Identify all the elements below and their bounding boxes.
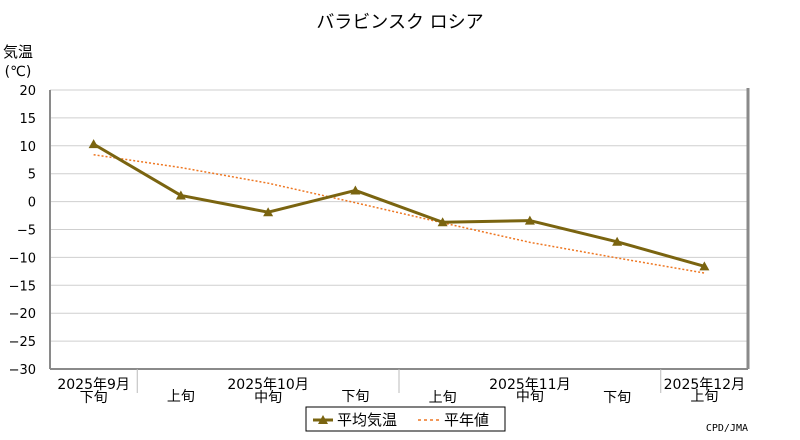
x-tick-labels: 下旬 上旬 中旬 下旬 上旬 中旬 下旬 上旬 2025年9月 2025年10月 2025年11月 2… xyxy=(57,377,745,406)
y-tick-labels: 20 15 10 5 0 −5 −10 −15 −20 −25 −30 xyxy=(9,84,36,378)
month-label: 2025年12月 xyxy=(664,377,745,393)
series-layer xyxy=(88,139,710,274)
data-point-mean-temp xyxy=(524,215,535,225)
x-tick-label: 下旬 xyxy=(603,390,631,406)
x-tick-label: 下旬 xyxy=(341,389,369,405)
y-tick-label: 20 xyxy=(19,84,36,99)
legend-marker-mean-temp xyxy=(318,415,328,424)
y-tick-label: −25 xyxy=(9,335,36,350)
x-tick-label: 中旬 xyxy=(254,390,282,406)
y-tick-label: −30 xyxy=(9,363,36,378)
y-tick-label: 0 xyxy=(28,196,36,211)
legend-label-mean-temp: 平均気温 xyxy=(337,411,397,429)
legend-box xyxy=(305,406,506,432)
y-axis-unit: (℃) xyxy=(5,64,32,80)
y-tick-label: 5 xyxy=(28,168,36,183)
chart-title: バラビンスク ロシア xyxy=(316,12,483,33)
data-point-mean-temp xyxy=(175,190,186,200)
plot-frame xyxy=(49,88,750,393)
data-point-mean-temp xyxy=(88,139,99,149)
y-axis-label: 気温 xyxy=(3,43,33,61)
month-label: 2025年10月 xyxy=(227,377,308,393)
legend: 平均気温 平年値 xyxy=(305,406,506,432)
data-point-mean-temp xyxy=(612,236,623,246)
data-point-mean-temp xyxy=(263,207,274,217)
data-point-mean-temp xyxy=(350,185,361,195)
x-tick-label: 中旬 xyxy=(516,389,544,405)
series-line-mean-temp xyxy=(92,142,705,268)
x-tick-label: 上旬 xyxy=(167,389,195,405)
data-point-mean-temp xyxy=(437,217,448,227)
y-tick-label: −15 xyxy=(9,279,36,294)
month-label: 2025年11月 xyxy=(489,377,570,393)
y-tick-label: 10 xyxy=(19,140,36,155)
y-tick-label: −10 xyxy=(9,251,36,266)
credit: CPD/JMA xyxy=(706,423,748,434)
month-label: 2025年9月 xyxy=(57,377,130,393)
y-tick-label: −5 xyxy=(17,224,36,239)
x-tick-label: 下旬 xyxy=(80,390,108,406)
grid xyxy=(50,89,748,370)
x-tick-label: 上旬 xyxy=(429,390,457,406)
x-tick-label: 上旬 xyxy=(690,389,718,405)
y-tick-label: 15 xyxy=(19,112,36,127)
series-line-normal xyxy=(93,153,705,274)
legend-label-normal: 平年値 xyxy=(444,411,489,429)
data-point-mean-temp xyxy=(699,261,710,271)
y-tick-label: −20 xyxy=(9,307,36,322)
